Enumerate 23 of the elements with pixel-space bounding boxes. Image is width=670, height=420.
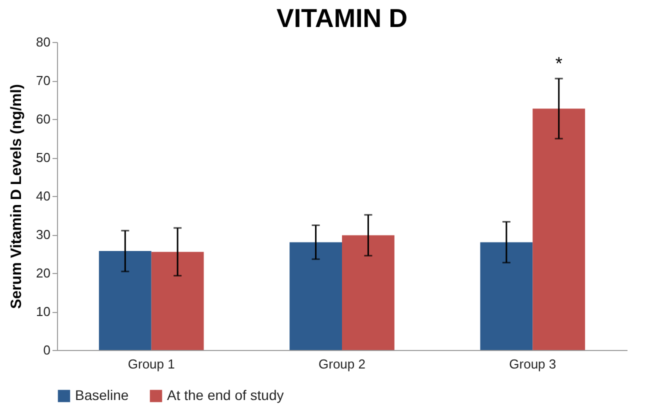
y-tick-label: 60 [36, 112, 50, 126]
bar [290, 242, 342, 350]
y-tick-label: 80 [36, 34, 50, 50]
y-tick-label: 10 [36, 304, 50, 319]
bar [98, 251, 152, 350]
legend-label: Baseline [75, 387, 129, 403]
y-tick-label: 50 [36, 150, 50, 165]
x-tick-label: Group 1 [128, 356, 175, 372]
x-tick-label: Group 3 [509, 356, 556, 372]
y-tick-label: 0 [43, 342, 50, 358]
y-tick-label: 20 [36, 266, 50, 280]
bar [342, 235, 394, 350]
bar [532, 108, 586, 350]
bar [480, 242, 533, 350]
chart-title: VITAMIN D [276, 3, 408, 33]
x-tick-label: Group 2 [318, 356, 366, 372]
bar [151, 252, 204, 350]
legend-label: At the end of study [167, 387, 284, 403]
y-axis-title: Serum Vitamin D Levels (ng/ml) [8, 84, 26, 309]
annotation: * [555, 54, 562, 74]
y-tick-label: 30 [36, 227, 50, 242]
y-tick-label: 40 [36, 188, 50, 204]
y-tick-label: 70 [36, 73, 50, 88]
